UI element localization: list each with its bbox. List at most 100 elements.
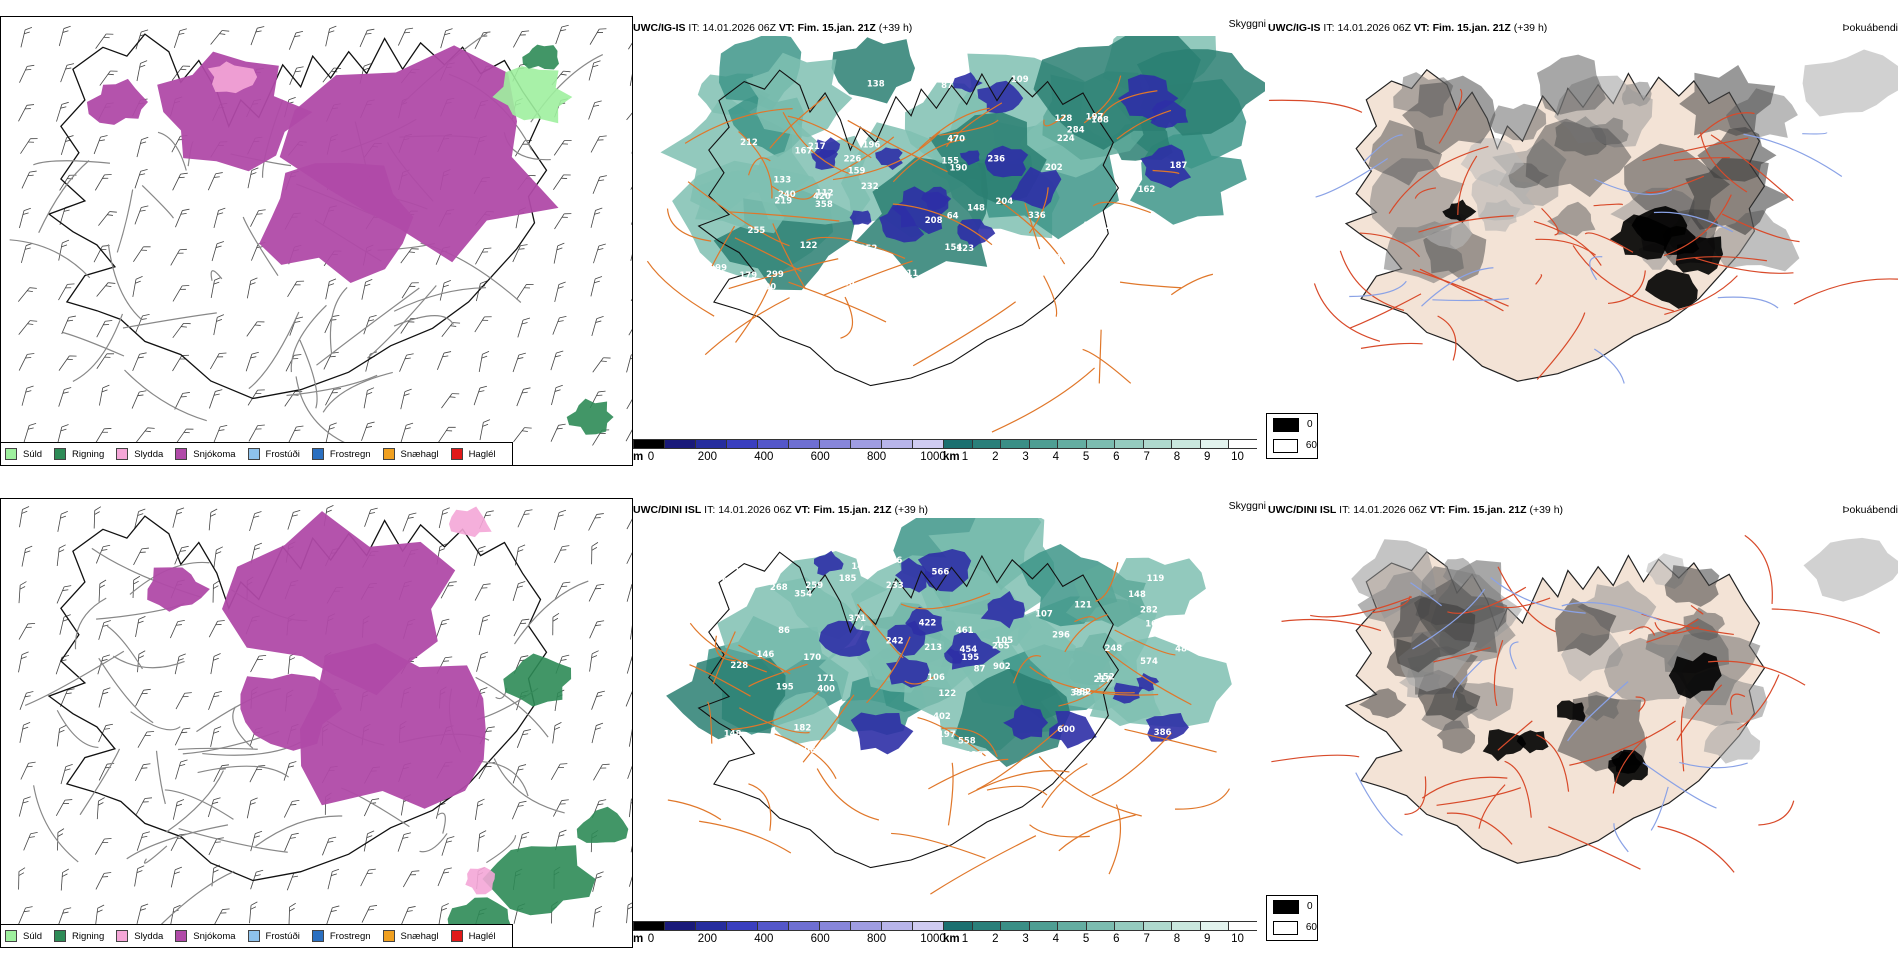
wind-barb <box>137 59 147 82</box>
fog-legend-swatch <box>1273 921 1298 935</box>
visibility-value: 484 <box>1175 644 1193 654</box>
road-line <box>987 786 1047 795</box>
wind-barb <box>365 506 378 529</box>
wind-barb <box>627 390 632 412</box>
wind-barb <box>554 137 571 159</box>
wind-barb <box>629 725 632 748</box>
wind-barb <box>284 798 299 820</box>
visibility-value: 167 <box>795 146 813 156</box>
visibility-title: Skyggni <box>1229 500 1266 512</box>
scale-segment <box>757 439 788 449</box>
legend-swatch <box>312 448 324 460</box>
wind-barb <box>97 318 113 340</box>
visibility-value: 196 <box>863 140 881 150</box>
visibility-value: 129 <box>965 750 983 760</box>
visibility-value: 133 <box>773 176 791 186</box>
legend-swatch <box>54 448 66 460</box>
panel-header: UWC/DINI ISL IT: 14.01.2026 06Z VT: Fim.… <box>1268 504 1563 516</box>
wind-barb <box>96 31 114 52</box>
rain-area <box>577 807 629 843</box>
visibility-value: 87 <box>941 81 953 91</box>
wind-barb <box>249 901 257 923</box>
fog-map-svg <box>1268 36 1898 431</box>
wind-barb <box>289 29 303 52</box>
wind-barb <box>132 388 146 411</box>
visibility-value: 148 <box>1128 590 1146 600</box>
visibility-value: 86 <box>778 626 790 636</box>
road-line <box>1092 733 1172 796</box>
fog-legend-item: 60 <box>1267 917 1317 938</box>
scale-segment <box>943 439 972 449</box>
road-line <box>420 833 448 851</box>
wind-barb <box>209 508 217 530</box>
lead-time: (+39 h) <box>879 22 913 34</box>
precip-map[interactable] <box>0 16 633 466</box>
visibility-value: 170 <box>803 653 821 663</box>
wind-barb <box>626 422 632 444</box>
model-name: UWC/IG-IS <box>633 22 686 34</box>
road-line <box>39 160 89 232</box>
vt-value: Fim. 15.jan. 21Z <box>1433 22 1514 34</box>
visibility-value: 422 <box>919 619 937 629</box>
it-value: 14.01.2026 06Z <box>718 504 794 516</box>
wind-barb <box>96 543 110 566</box>
road-line <box>1758 801 1793 825</box>
scale-segment <box>850 921 881 931</box>
fog-panel: UWC/DINI ISL IT: 14.01.2026 06Z VT: Fim.… <box>1268 494 1900 964</box>
scale-tick: 7 <box>1143 933 1149 945</box>
scale-segment <box>912 921 943 931</box>
wind-barb <box>251 653 267 675</box>
wind-barb <box>136 615 146 638</box>
visibility-value: 152 <box>860 244 878 254</box>
visibility-value: 100 <box>758 283 776 293</box>
visibility-value: 122 <box>938 689 956 699</box>
scale-segment <box>633 921 664 931</box>
legend-swatch <box>116 930 128 942</box>
wind-barb <box>209 618 225 640</box>
visibility-value: 230 <box>1084 221 1102 231</box>
road-line <box>699 821 791 853</box>
wind-barb <box>61 869 69 891</box>
snow-area <box>147 567 210 611</box>
scale-segment <box>1029 439 1058 449</box>
wind-barb <box>214 207 225 230</box>
visibility-value: 171 <box>817 674 835 684</box>
scale-segment <box>726 921 757 931</box>
visibility-value: 461 <box>956 626 974 636</box>
wind-barb <box>57 544 65 567</box>
road-line <box>1109 805 1120 875</box>
wind-barb <box>61 134 73 157</box>
road-line <box>1361 343 1423 348</box>
panel-header: UWC/IG-IS IT: 14.01.2026 06Z VT: Fim. 15… <box>1268 22 1547 34</box>
wind-barb <box>629 316 632 338</box>
visibility-value: 386 <box>1154 728 1172 738</box>
precip-map-svg <box>1 499 632 947</box>
legend-swatch <box>5 930 17 942</box>
precip-map[interactable] <box>0 498 633 948</box>
wind-barb <box>211 652 221 675</box>
visibility-value: 296 <box>1052 630 1070 640</box>
visibility-value: 197 <box>1086 113 1104 123</box>
visibility-value: 141 <box>851 562 869 572</box>
scale-segment <box>1143 921 1172 931</box>
scale-segment <box>1086 921 1115 931</box>
visibility-value: 265 <box>992 641 1010 651</box>
wind-barb <box>59 386 71 409</box>
visibility-value: 195 <box>776 683 794 693</box>
wind-barb <box>19 317 37 338</box>
legend-item-frostúði: Frostúði <box>248 448 300 460</box>
visibility-value: 182 <box>793 724 811 734</box>
wind-barb <box>631 831 632 854</box>
wind-barb <box>136 28 148 51</box>
fog-map[interactable] <box>1268 518 1898 913</box>
fog-map[interactable] <box>1268 36 1898 431</box>
road-line <box>948 763 953 826</box>
visibility-value: 212 <box>740 138 758 148</box>
wind-barb <box>289 903 296 925</box>
wind-barb <box>591 275 602 298</box>
wind-barb <box>19 63 34 85</box>
